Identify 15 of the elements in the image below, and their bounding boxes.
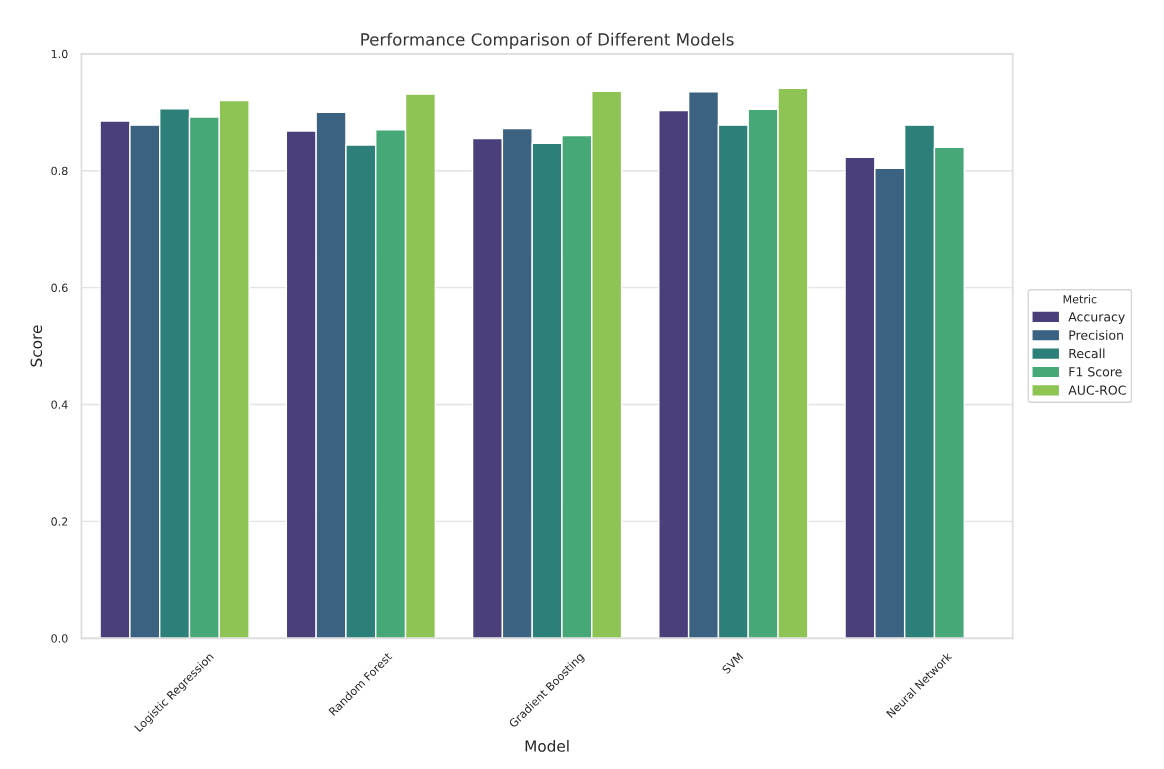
legend-label: Accuracy: [1068, 312, 1125, 324]
y-tick-label: 0.4: [51, 400, 68, 409]
legend-label: Recall: [1069, 348, 1105, 359]
x-axis-title: Model: [525, 739, 569, 752]
y-tick-label: 0.6: [51, 283, 68, 292]
y-tick-label: 0.0: [51, 634, 68, 643]
y-axis-title: Score: [30, 325, 43, 367]
chart-title: Performance Comparison of Different Models: [361, 32, 734, 49]
legend-label: F1 Score: [1069, 367, 1122, 377]
legend-title: Metric: [1063, 294, 1097, 304]
y-tick-label: 1.0: [51, 49, 68, 59]
legend-label: AUC-ROC: [1068, 385, 1126, 395]
y-tick-label: 0.8: [51, 166, 68, 176]
y-tick-label: 0.2: [51, 517, 68, 526]
legend-label: Precision: [1069, 330, 1123, 340]
